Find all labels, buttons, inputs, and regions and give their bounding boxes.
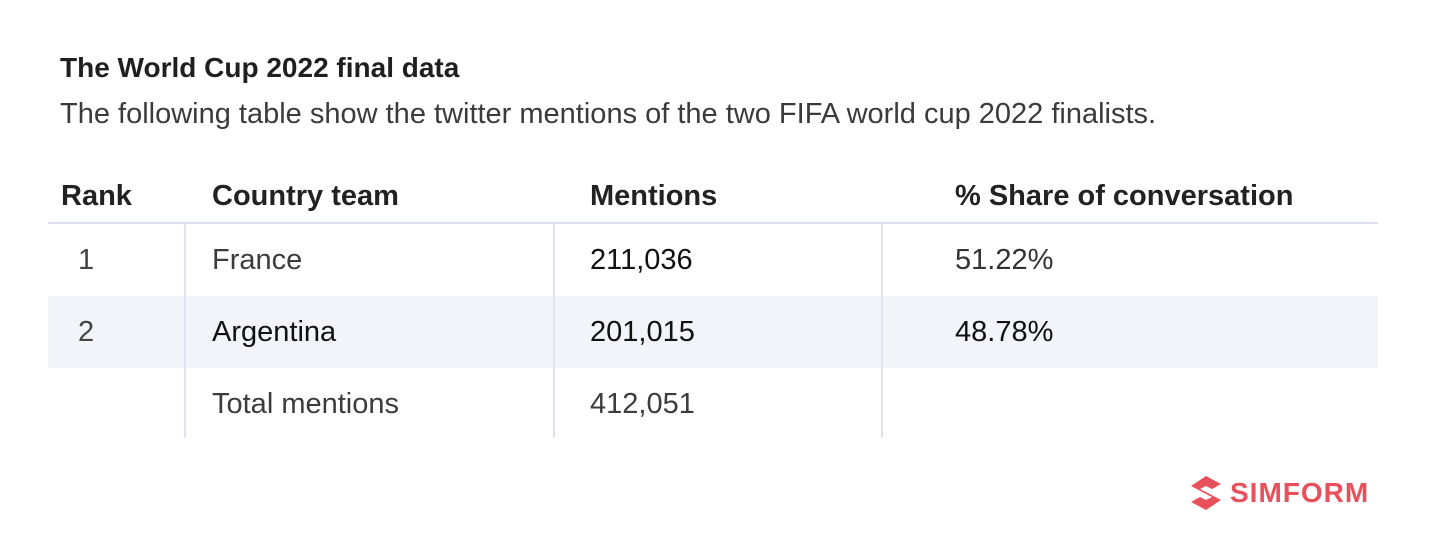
- rank-cell: 2: [78, 315, 95, 348]
- total-label: Total mentions: [212, 387, 399, 420]
- header-country-team: Country team: [212, 180, 399, 212]
- column-divider: [184, 224, 186, 438]
- mentions-cell: 201,015: [590, 315, 695, 348]
- total-mentions-value: 412,051: [590, 387, 695, 420]
- share-cell: 48.78%: [955, 315, 1054, 348]
- simform-logo-icon: [1188, 474, 1224, 512]
- table-total-row: Total mentions 412,051: [48, 368, 1378, 440]
- table-row: 1 France 211,036 51.22%: [48, 224, 1378, 296]
- page-title: The World Cup 2022 final data: [60, 52, 460, 83]
- column-divider: [553, 224, 555, 438]
- table-header-row: Rank Country team Mentions % Share of co…: [48, 168, 1378, 224]
- header-share-of-conversation: % Share of conversation: [955, 180, 1294, 212]
- column-divider: [881, 224, 883, 438]
- share-cell: 51.22%: [955, 243, 1054, 276]
- header-rank: Rank: [61, 180, 132, 212]
- mentions-table: Rank Country team Mentions % Share of co…: [48, 168, 1378, 440]
- mentions-cell: 211,036: [590, 243, 693, 276]
- simform-logo-text: SIMFORM: [1230, 477, 1370, 508]
- table-row: 2 Argentina 201,015 48.78%: [48, 296, 1378, 368]
- country-cell: France: [212, 243, 303, 276]
- header-mentions: Mentions: [590, 180, 718, 212]
- country-cell: Argentina: [212, 315, 337, 348]
- page-subtitle: The following table show the twitter men…: [60, 98, 1157, 130]
- rank-cell: 1: [78, 243, 95, 276]
- simform-logo: SIMFORM: [1188, 474, 1369, 512]
